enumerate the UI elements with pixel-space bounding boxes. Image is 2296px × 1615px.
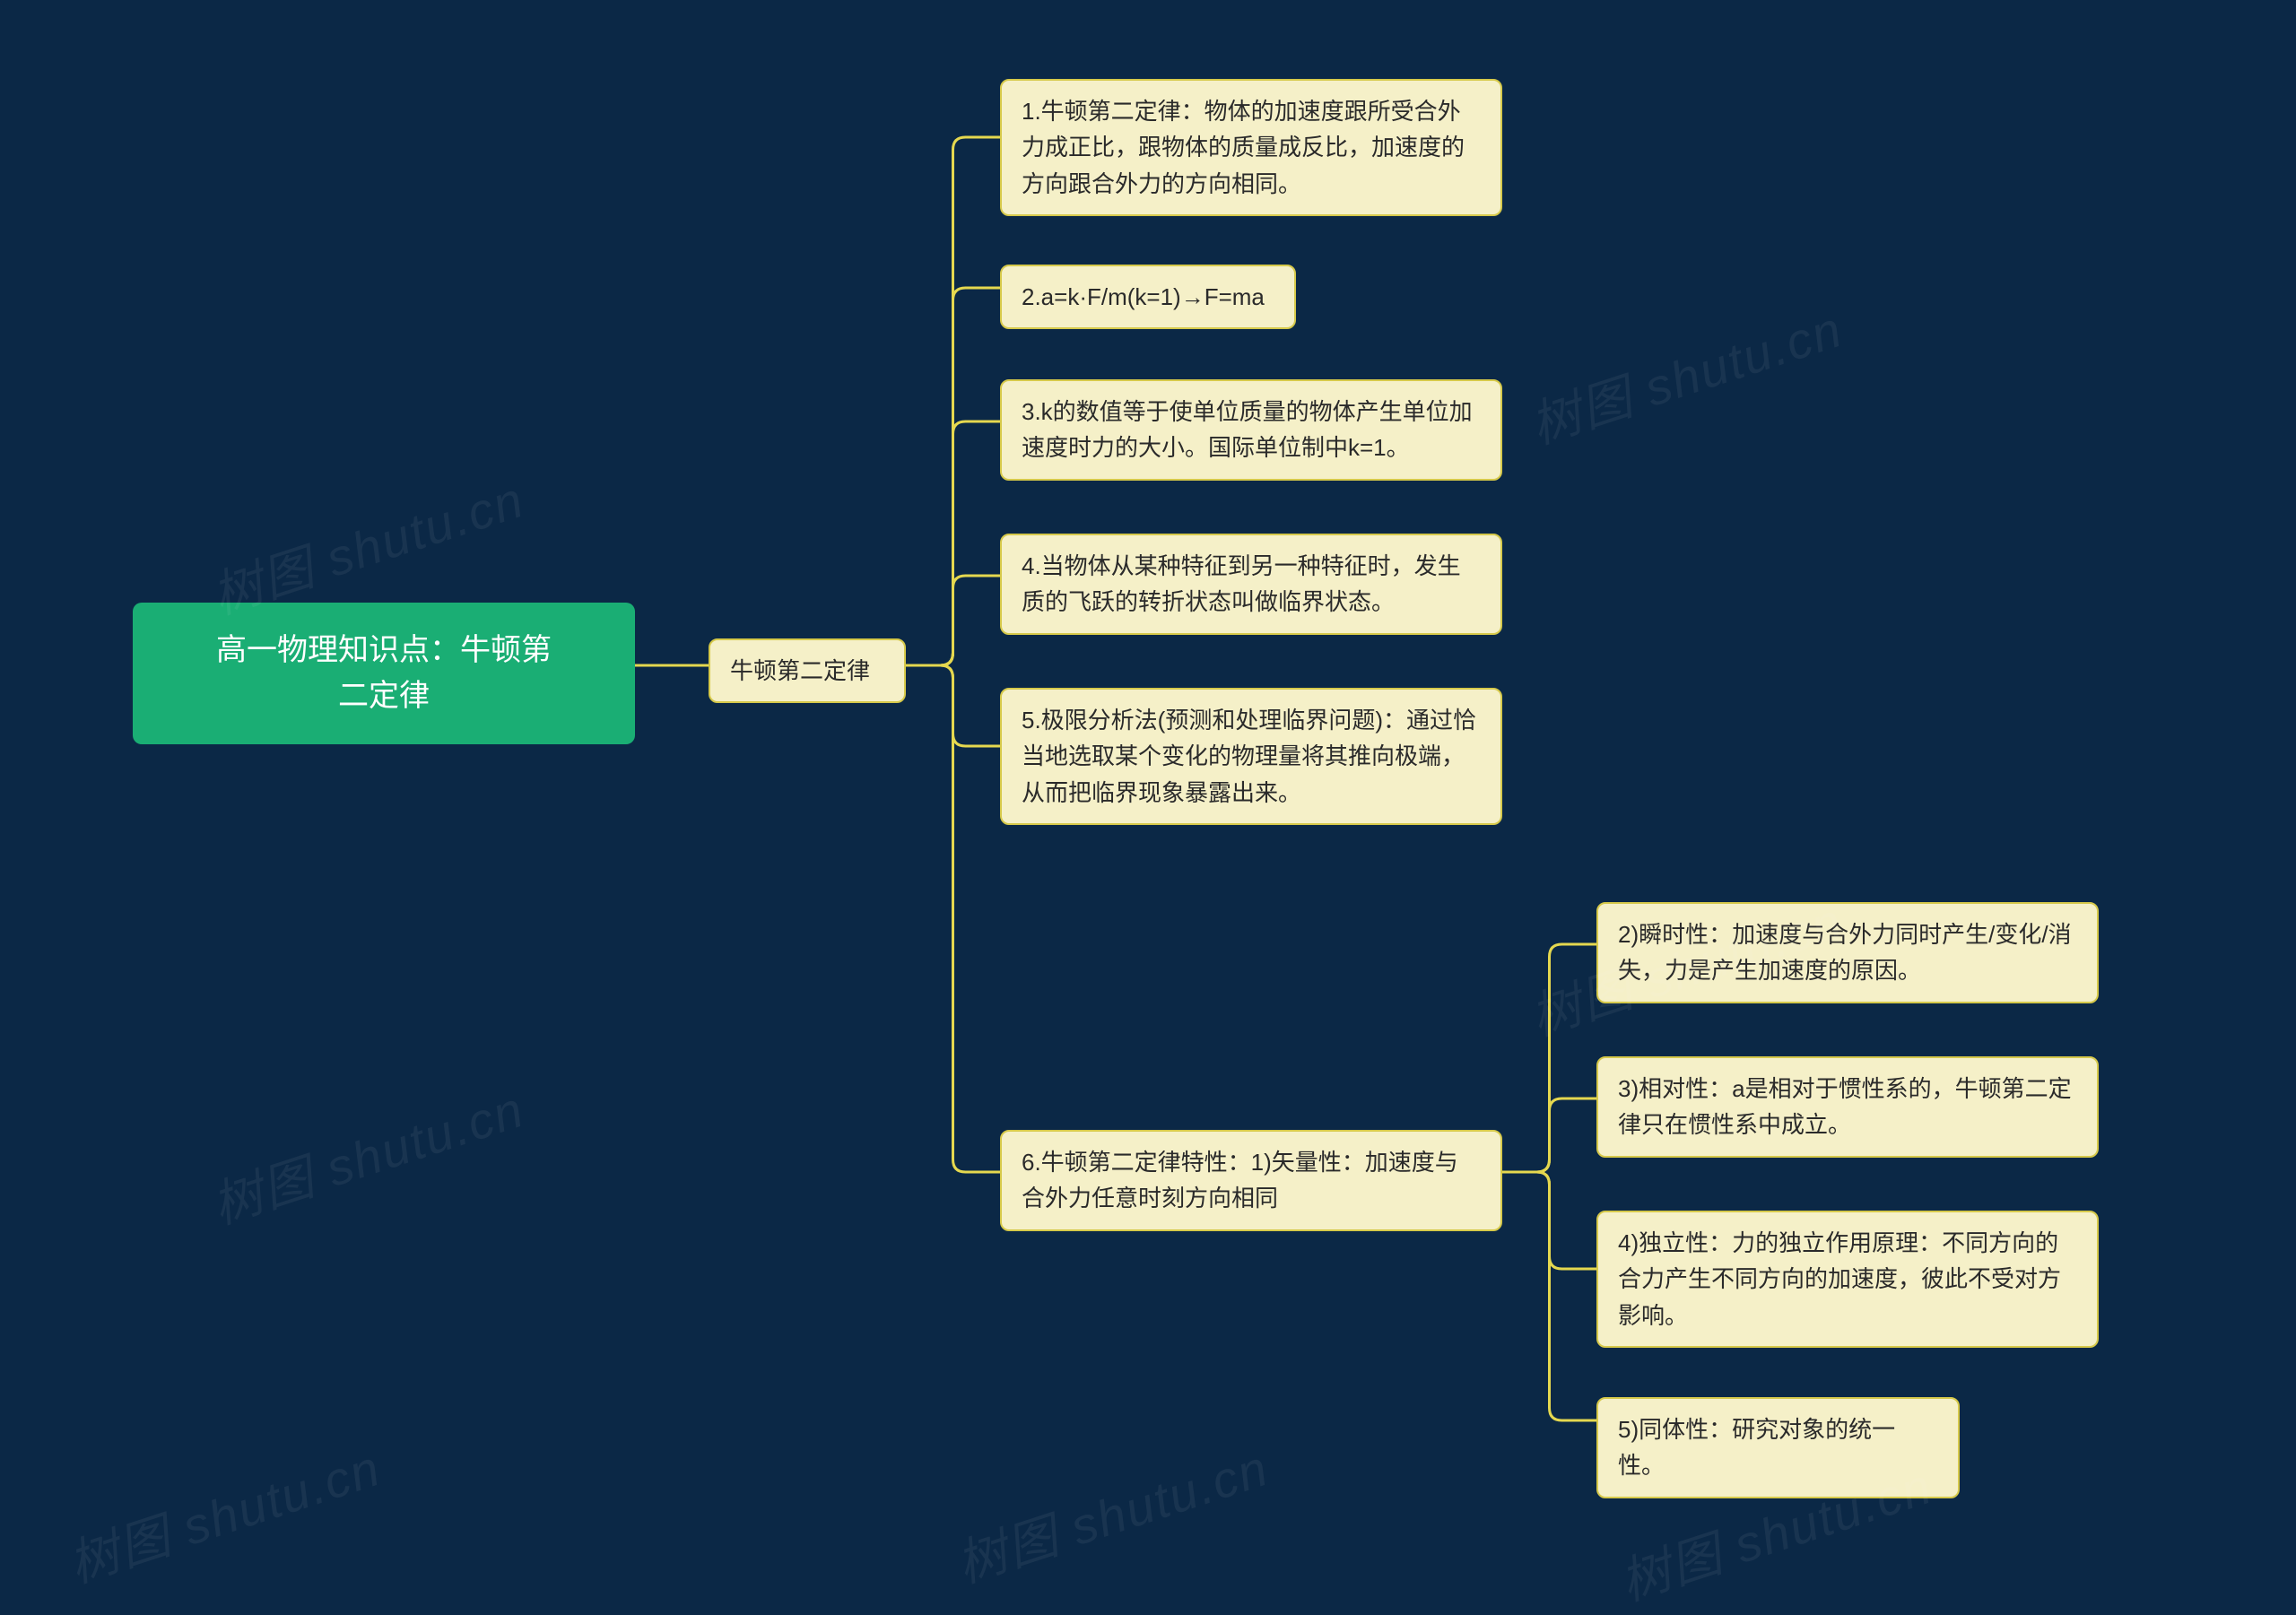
leaf-text: 3.k的数值等于使单位质量的物体产生单位加速度时力的大小。国际单位制中k=1。 bbox=[1022, 398, 1473, 461]
subleaf-text: 4)独立性：力的独立作用原理：不同方向的合力产生不同方向的加速度，彼此不受对方影… bbox=[1618, 1229, 2061, 1329]
branch-node: 牛顿第二定律 bbox=[709, 638, 906, 703]
leaf-text: 4.当物体从某种特征到另一种特征时，发生质的飞跃的转折状态叫做临界状态。 bbox=[1022, 552, 1461, 615]
leaf-text: 5.极限分析法(预测和处理临界问题)：通过恰当地选取某个变化的物理量将其推向极端… bbox=[1022, 707, 1476, 806]
watermark: 树图 shutu.cn bbox=[946, 1428, 1277, 1597]
root-node: 高一物理知识点：牛顿第 二定律 bbox=[133, 603, 635, 744]
root-text-line1: 高一物理知识点：牛顿第 bbox=[216, 633, 552, 667]
leaf-node: 3.k的数值等于使单位质量的物体产生单位加速度时力的大小。国际单位制中k=1。 bbox=[1000, 379, 1502, 481]
watermark: 树图 shutu.cn bbox=[202, 1069, 533, 1238]
root-text-line2: 二定律 bbox=[338, 679, 430, 713]
subleaf-text: 3)相对性：a是相对于惯性系的，牛顿第二定律只在惯性系中成立。 bbox=[1618, 1075, 2072, 1138]
subleaf-node: 3)相对性：a是相对于惯性系的，牛顿第二定律只在惯性系中成立。 bbox=[1596, 1056, 2099, 1158]
branch-text: 牛顿第二定律 bbox=[730, 657, 870, 684]
leaf-text: 6.牛顿第二定律特性：1)矢量性：加速度与合外力任意时刻方向相同 bbox=[1022, 1149, 1458, 1211]
leaf-node: 2.a=k·F/m(k=1)→F=ma bbox=[1000, 265, 1296, 329]
leaf-node: 4.当物体从某种特征到另一种特征时，发生质的飞跃的转折状态叫做临界状态。 bbox=[1000, 534, 1502, 635]
leaf-node: 1.牛顿第二定律：物体的加速度跟所受合外力成正比，跟物体的质量成反比，加速度的方… bbox=[1000, 79, 1502, 216]
leaf-text: 2.a=k·F/m(k=1)→F=ma bbox=[1022, 283, 1265, 310]
watermark: 树图 shutu.cn bbox=[1520, 289, 1851, 458]
leaf-text: 1.牛顿第二定律：物体的加速度跟所受合外力成正比，跟物体的质量成反比，加速度的方… bbox=[1022, 98, 1465, 197]
watermark: 树图 shutu.cn bbox=[58, 1428, 389, 1597]
leaf-node: 6.牛顿第二定律特性：1)矢量性：加速度与合外力任意时刻方向相同 bbox=[1000, 1130, 1502, 1231]
leaf-node: 5.极限分析法(预测和处理临界问题)：通过恰当地选取某个变化的物理量将其推向极端… bbox=[1000, 688, 1502, 825]
subleaf-node: 4)独立性：力的独立作用原理：不同方向的合力产生不同方向的加速度，彼此不受对方影… bbox=[1596, 1211, 2099, 1348]
